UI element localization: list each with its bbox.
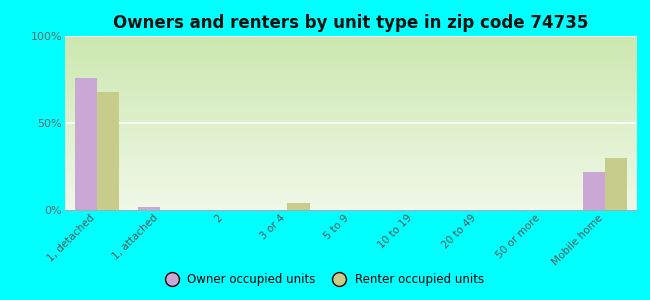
Bar [97,92,119,210]
Bar [605,158,627,210]
Bar [75,78,97,210]
Title: Owners and renters by unit type in zip code 74735: Owners and renters by unit type in zip c… [113,14,589,32]
Bar [583,172,605,210]
Bar [287,203,309,210]
Legend: Owner occupied units, Renter occupied units: Owner occupied units, Renter occupied un… [161,269,489,291]
Bar [138,206,161,210]
